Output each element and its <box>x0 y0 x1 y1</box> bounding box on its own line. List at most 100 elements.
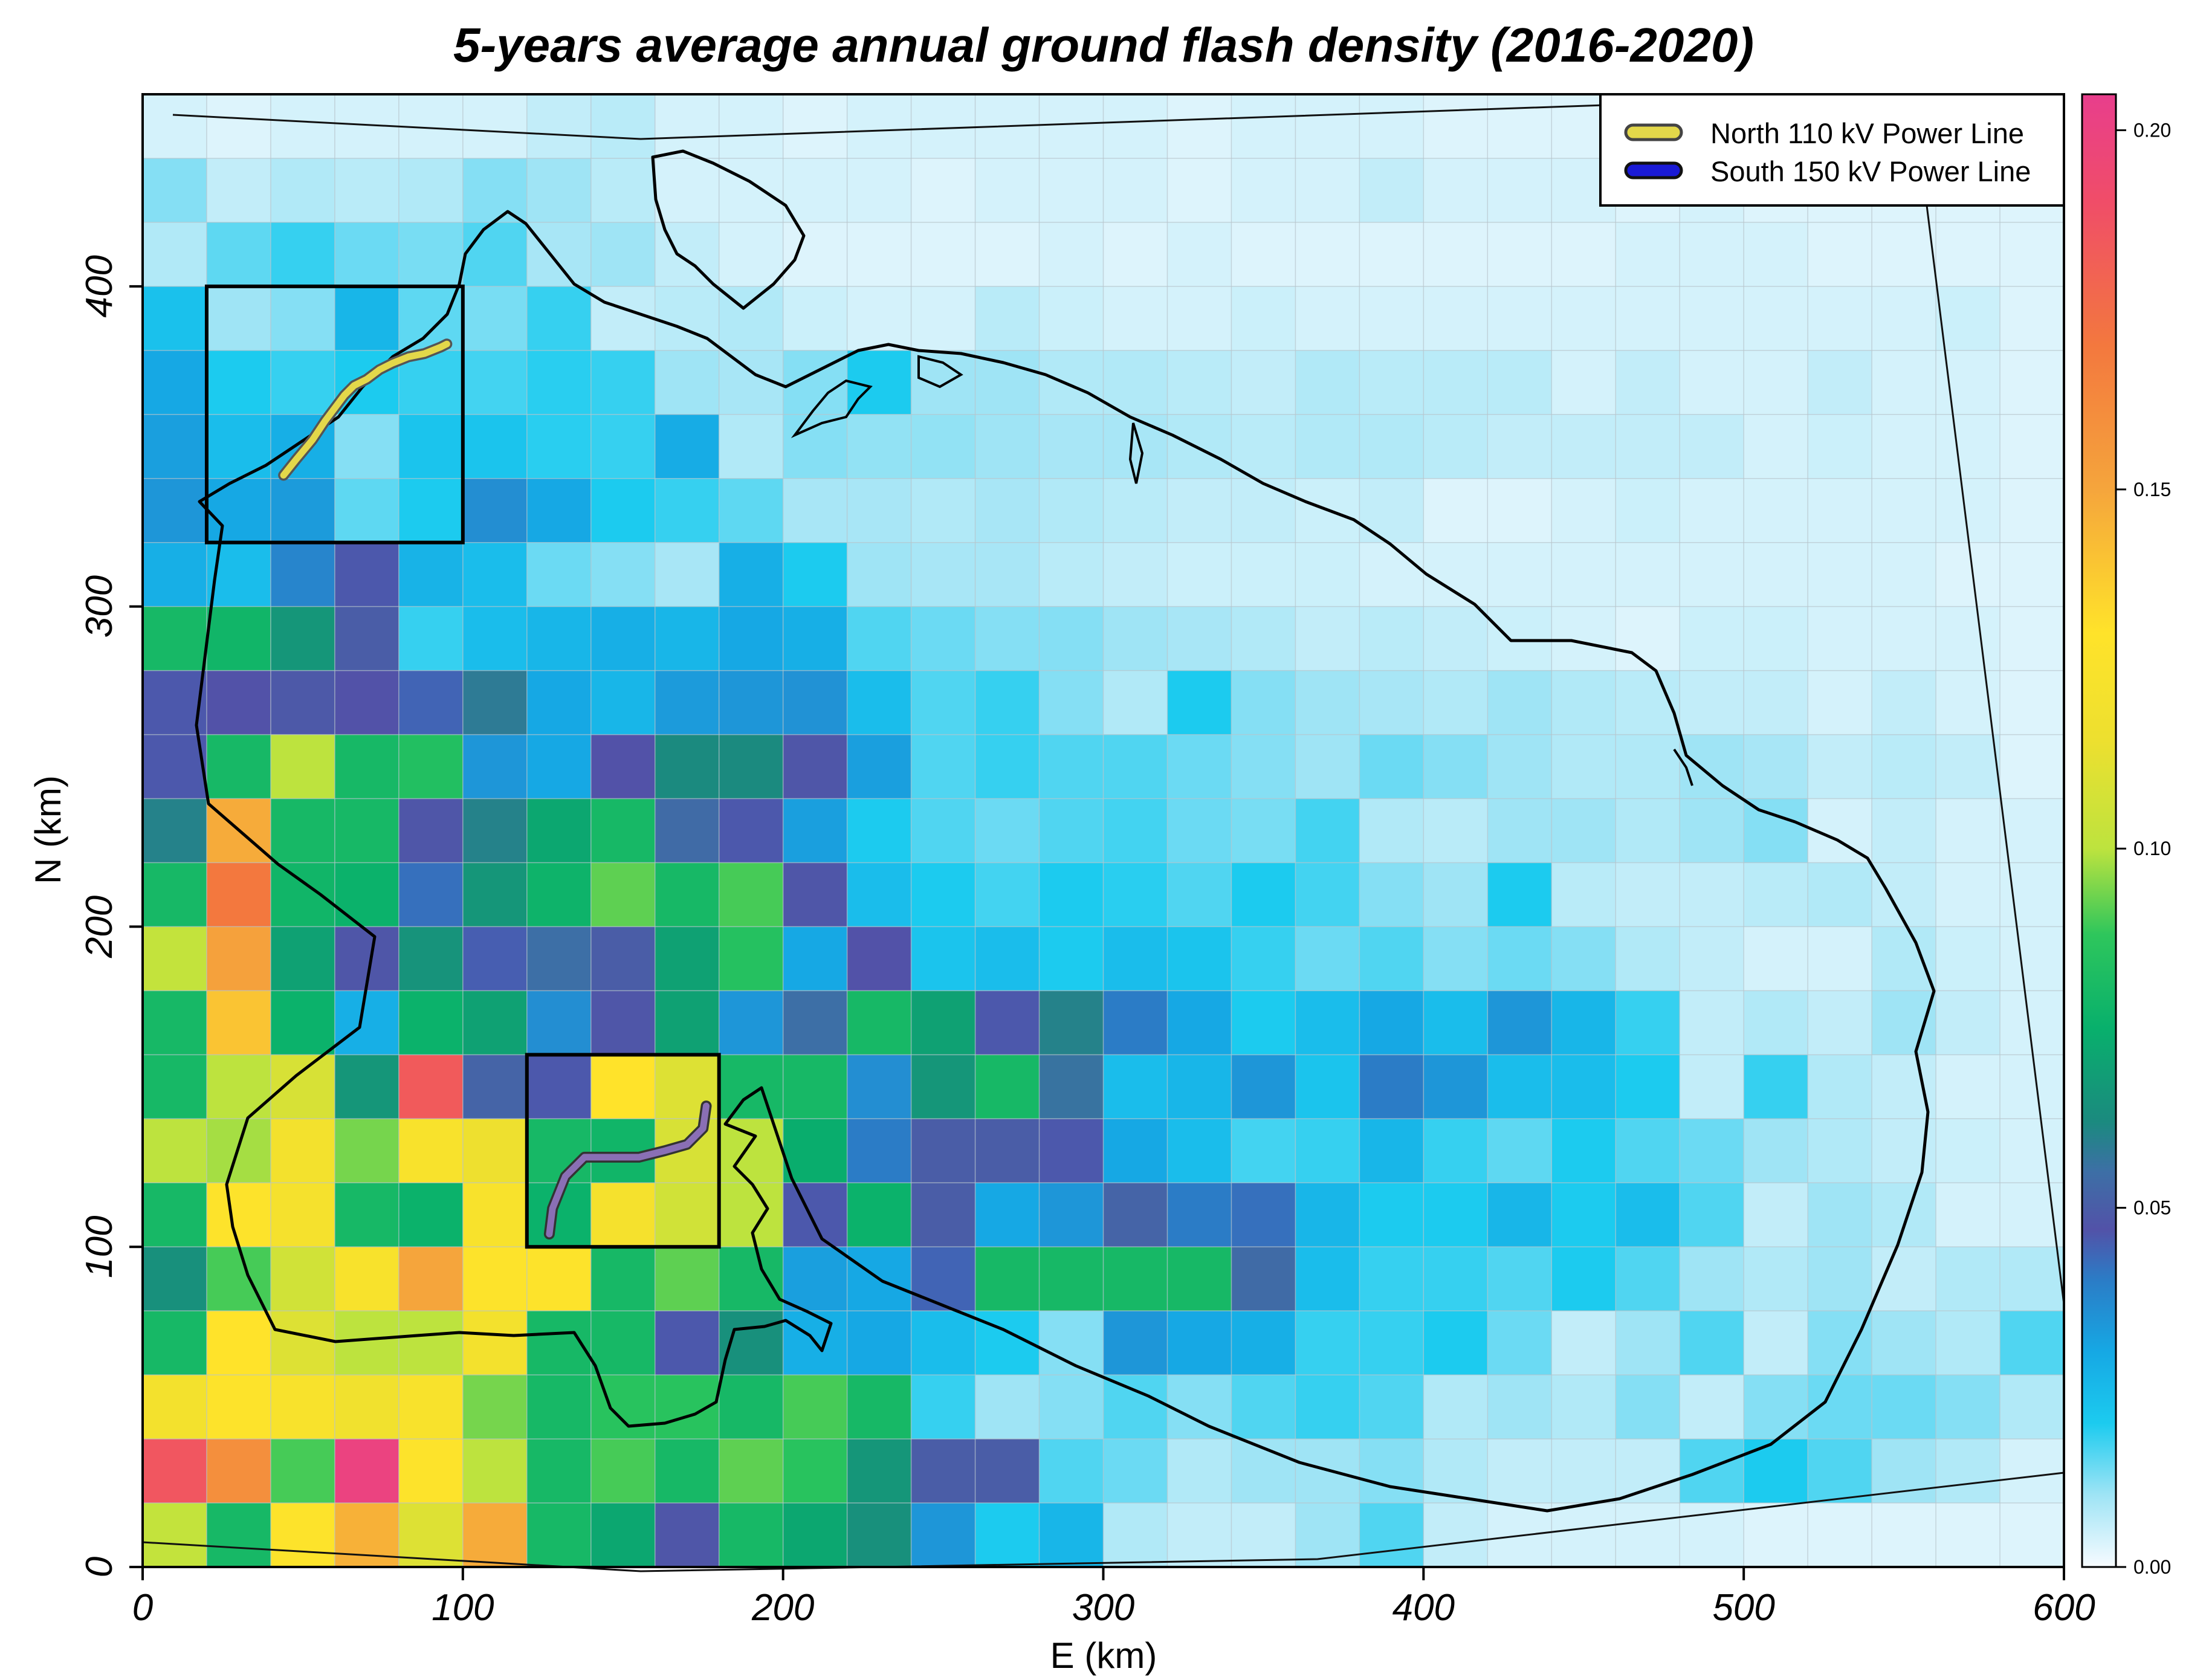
coastline <box>195 210 1936 1513</box>
heatmap-cell <box>1551 414 1616 479</box>
heatmap-cell <box>526 94 592 159</box>
heatmap-cell <box>1551 286 1616 351</box>
heatmap-cell <box>1680 1375 1744 1439</box>
heatmap-cell <box>1359 606 1424 671</box>
heatmap-cell <box>655 990 720 1055</box>
north-110kv-power-line <box>280 340 450 479</box>
heatmap-cell <box>847 542 912 607</box>
heatmap-cell <box>1680 1183 1744 1247</box>
heatmap-cell <box>1295 1311 1360 1375</box>
heatmap-cell <box>783 1439 848 1504</box>
heatmap-cell <box>1936 286 2000 351</box>
heatmap-cell <box>1616 1439 1680 1504</box>
heatmap-cell <box>1167 1119 1232 1183</box>
heatmap-cell <box>847 158 912 223</box>
heatmap-cell <box>1295 1247 1360 1311</box>
x-tick-label: 200 <box>751 1587 814 1629</box>
heatmap-cell <box>143 286 207 351</box>
heatmap-cell <box>1295 1055 1360 1119</box>
heatmap-cell <box>270 1375 335 1439</box>
heatmap-cell <box>1872 222 1936 287</box>
heatmap-cell <box>270 1503 335 1568</box>
legend-label-south: South 150 kV Power Line <box>1710 155 2031 187</box>
heatmap-cell <box>1231 94 1296 159</box>
heatmap-cell <box>1231 158 1296 223</box>
heatmap-cell <box>526 286 592 351</box>
heatmap-cell <box>1616 350 1680 415</box>
heatmap-cell <box>719 222 784 287</box>
heatmap-cell <box>1103 478 1168 543</box>
heatmap-cell <box>462 1375 528 1439</box>
heatmap-cell <box>398 1503 464 1568</box>
heatmap-cell <box>1487 862 1552 927</box>
heatmap-cell <box>2000 1375 2065 1439</box>
heatmap-cell <box>719 1119 784 1183</box>
heatmap-cell <box>1103 1503 1168 1568</box>
heatmap-cell <box>1680 862 1744 927</box>
heatmap-cell <box>1039 1055 1104 1119</box>
heatmap-cell <box>1039 990 1104 1055</box>
heatmap-cell <box>1103 94 1168 159</box>
heatmap-cell <box>1295 414 1360 479</box>
heatmap-cell <box>655 862 720 927</box>
heatmap-cell <box>1039 478 1104 543</box>
heatmap-cell <box>1551 798 1616 863</box>
heatmap-cell <box>1295 990 1360 1055</box>
heatmap-cell <box>1359 926 1424 991</box>
heatmap-cell <box>1359 478 1424 543</box>
heatmap-cell <box>847 1503 912 1568</box>
heatmap-cell <box>1167 94 1232 159</box>
heatmap-cell <box>911 542 976 607</box>
heatmap-cell <box>1936 1247 2000 1311</box>
heatmap-cell <box>1295 1119 1360 1183</box>
heatmap-cell <box>783 1119 848 1183</box>
heatmap-cell <box>270 1247 335 1311</box>
heatmap-cell <box>1103 990 1168 1055</box>
heatmap-cell <box>719 1247 784 1311</box>
heatmap-cell <box>590 670 656 735</box>
y-tick-label: 0 <box>79 1557 120 1577</box>
heatmap-cell <box>398 222 464 287</box>
heatmap-cell <box>143 478 207 543</box>
heatmap-cell <box>975 670 1040 735</box>
heatmap-cell <box>1423 478 1488 543</box>
heatmap-cell <box>1551 350 1616 415</box>
heatmap-cell <box>1936 990 2000 1055</box>
heatmap-cell <box>334 1119 399 1183</box>
heatmap-cell <box>1039 1311 1104 1375</box>
heatmap-cell <box>1872 1183 1936 1247</box>
x-tick-label: 500 <box>1712 1587 1774 1629</box>
heatmap-cell <box>206 1439 271 1504</box>
heatmap-cell <box>590 94 656 159</box>
heatmap-cell <box>1295 542 1360 607</box>
heatmap-cell <box>1487 734 1552 800</box>
heatmap-cell <box>1551 990 1616 1055</box>
heatmap-cell <box>1744 1311 1808 1375</box>
heatmap-cell <box>526 862 592 927</box>
heatmap-cell <box>270 926 335 991</box>
heatmap-cell <box>1808 350 1872 415</box>
heatmap-cell <box>1551 222 1616 287</box>
heatmap-cell <box>655 1503 720 1568</box>
heatmap-cell <box>975 1183 1040 1247</box>
heatmap-cell <box>1744 1055 1808 1119</box>
heatmap-cell <box>783 222 848 287</box>
heatmap-cell <box>270 734 335 800</box>
heatmap-cell <box>1616 1055 1680 1119</box>
heatmap-cell <box>783 1055 848 1119</box>
heatmap-cell <box>143 158 207 223</box>
heatmap-cell <box>1423 158 1488 223</box>
heatmap-cell <box>719 414 784 479</box>
heatmap-cell <box>1616 606 1680 671</box>
heatmap-cell <box>398 606 464 671</box>
heatmap-cell <box>270 990 335 1055</box>
heatmap-cell <box>526 606 592 671</box>
heatmap-cell <box>526 990 592 1055</box>
heatmap-cell <box>1936 862 2000 927</box>
heatmap-cell <box>975 158 1040 223</box>
heatmap-cell <box>206 926 271 991</box>
heatmap-cell <box>1039 734 1104 800</box>
heatmap-cell <box>1616 1183 1680 1247</box>
heatmap-cell <box>1872 734 1936 800</box>
heatmap-cell <box>590 990 656 1055</box>
